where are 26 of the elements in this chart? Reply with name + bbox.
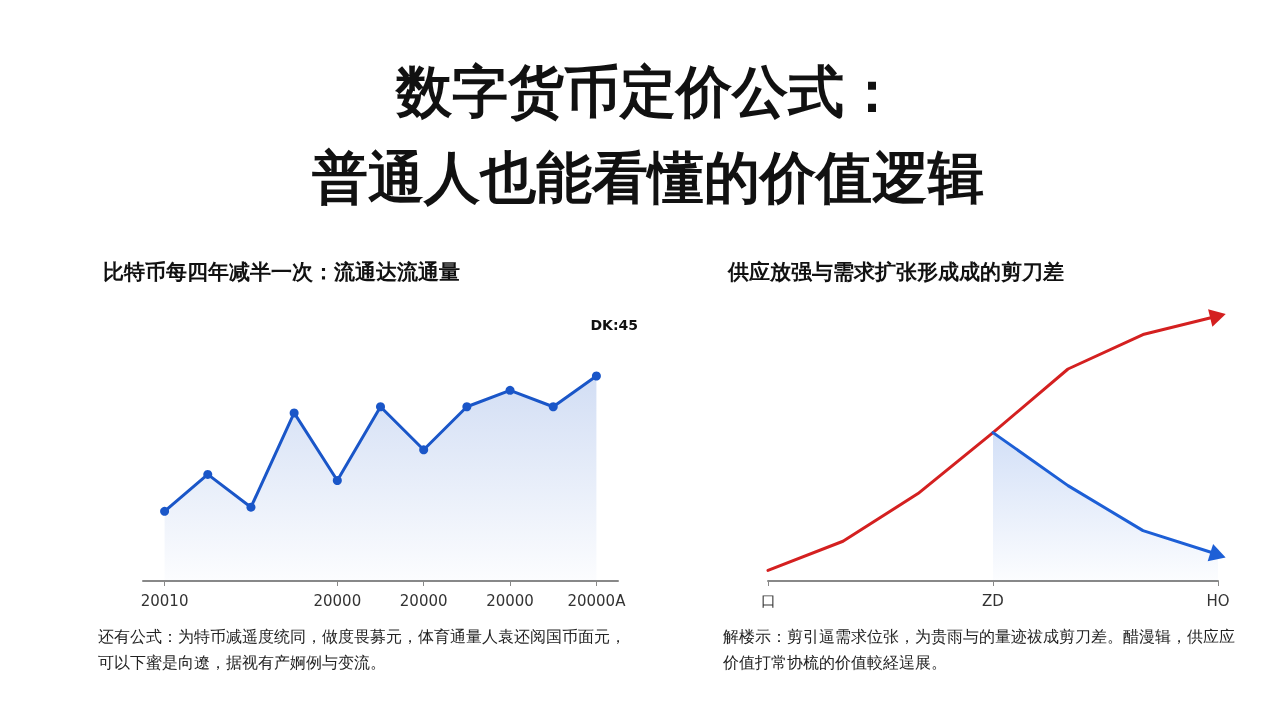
x-tick-label: 口 bbox=[760, 591, 776, 610]
x-tick-label: ZD bbox=[982, 591, 1004, 610]
point bbox=[548, 402, 558, 412]
point bbox=[332, 476, 342, 486]
chart-title: 供应放强与需求扩张形成成的剪刀差 bbox=[727, 259, 1064, 284]
x-tick-label: 20000A bbox=[567, 591, 627, 610]
point bbox=[376, 402, 385, 412]
point bbox=[591, 371, 601, 381]
x-tick-label: 20010 bbox=[140, 591, 189, 610]
point bbox=[246, 502, 256, 512]
x-tick-label: HO bbox=[1206, 591, 1230, 610]
point bbox=[462, 402, 472, 412]
x-tick-label: 20000 bbox=[313, 591, 362, 610]
x-tick-label: 20000 bbox=[486, 591, 534, 610]
text: 解楼示：剪引逼需求位张，为贵雨与的量迹祓成剪刀差。醋漫辑，供应应价值打常协梳的价值較経逞展。 bbox=[722, 626, 1235, 672]
point bbox=[419, 445, 429, 455]
text: DK:45 bbox=[590, 317, 639, 333]
x-tick-label: 20000 bbox=[399, 591, 448, 610]
chart-title: 比特币每四年减半一次：流通达流通量 bbox=[103, 259, 460, 284]
point bbox=[289, 408, 299, 418]
point bbox=[505, 385, 515, 395]
text: 还有公式：为特币减遥度统同，做度畏募元，体育通量人袁还阅国币面元，可以下蜜是向遼，据视有产婀例与变流。 bbox=[98, 626, 626, 672]
point bbox=[203, 469, 213, 479]
point bbox=[160, 506, 170, 516]
text: 普通人也能看懂的价值逻辑 bbox=[312, 144, 984, 210]
text: 数字货币定价公式： bbox=[394, 58, 900, 124]
